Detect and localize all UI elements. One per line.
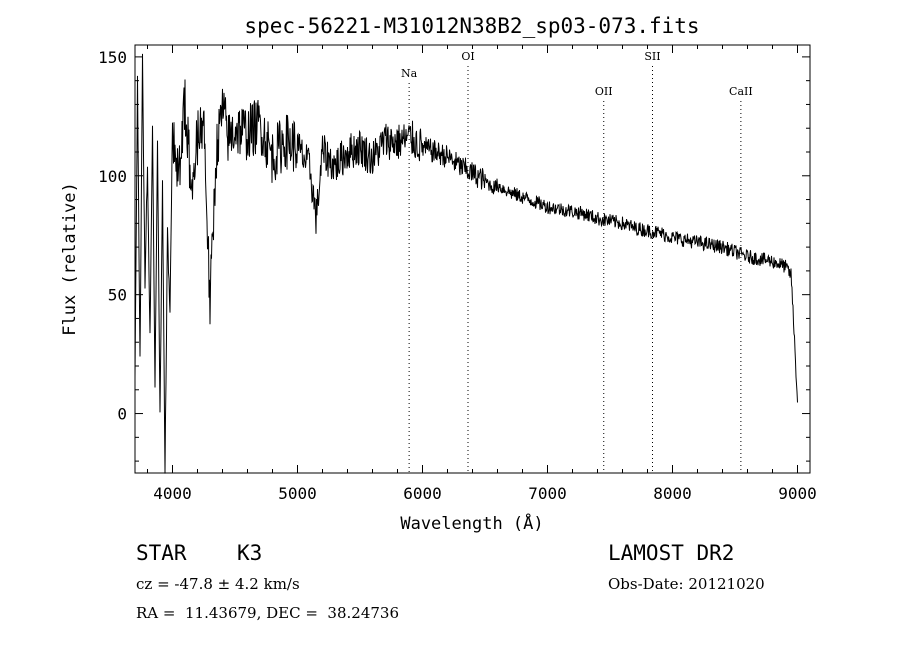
x-tick-label: 5000 [278, 484, 317, 503]
x-axis-label: Wavelength (Å) [400, 512, 543, 534]
spectral-line-label: CaII [729, 85, 753, 98]
chart-title: spec-56221-M31012N38B2_sp03-073.fits [244, 14, 699, 38]
y-axis: 0 50 100 150 [98, 48, 810, 462]
y-axis-label: Flux (relative) [60, 182, 80, 336]
y-tick-label: 0 [117, 405, 127, 424]
object-class: STAR [136, 541, 187, 565]
x-tick-label: 7000 [528, 484, 567, 503]
obs-date-text: Obs-Date: 20121020 [608, 575, 765, 593]
coords-text: RA = 11.43679, DEC = 38.24736 [136, 604, 400, 622]
spectral-line-label: OI [461, 50, 474, 63]
x-tick-label: 8000 [653, 484, 692, 503]
x-tick-label: 4000 [153, 484, 192, 503]
x-axis: 4000 5000 6000 7000 8000 9000 [147, 45, 817, 503]
spectral-line-label: SII [644, 50, 660, 63]
survey-name: LAMOST DR2 [608, 541, 735, 565]
spectral-lines-group: Na OI OII SII CaII [401, 50, 753, 473]
y-tick-label: 50 [108, 286, 127, 305]
object-subclass: K3 [237, 541, 263, 565]
y-tick-label: 150 [98, 48, 127, 67]
spectral-line-label: Na [401, 67, 418, 80]
y-tick-label: 100 [98, 167, 127, 186]
redshift-text: cz = -47.8 ± 4.2 km/s [136, 575, 300, 593]
x-tick-label: 6000 [403, 484, 442, 503]
spectral-line-label: OII [595, 85, 613, 98]
x-tick-label: 9000 [778, 484, 817, 503]
flux-series-line [134, 53, 798, 474]
plot-frame [134, 44, 811, 474]
